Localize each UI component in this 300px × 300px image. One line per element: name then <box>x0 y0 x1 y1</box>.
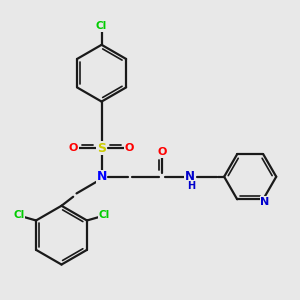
Text: S: S <box>97 142 106 155</box>
Text: O: O <box>69 143 78 153</box>
Text: Cl: Cl <box>96 21 107 31</box>
Text: N: N <box>96 170 107 183</box>
Text: Cl: Cl <box>13 211 24 220</box>
Text: Cl: Cl <box>99 211 110 220</box>
Text: H: H <box>187 181 195 191</box>
Text: N: N <box>260 197 269 207</box>
Text: O: O <box>125 143 134 153</box>
Text: N: N <box>185 170 195 183</box>
Text: O: O <box>157 147 166 157</box>
